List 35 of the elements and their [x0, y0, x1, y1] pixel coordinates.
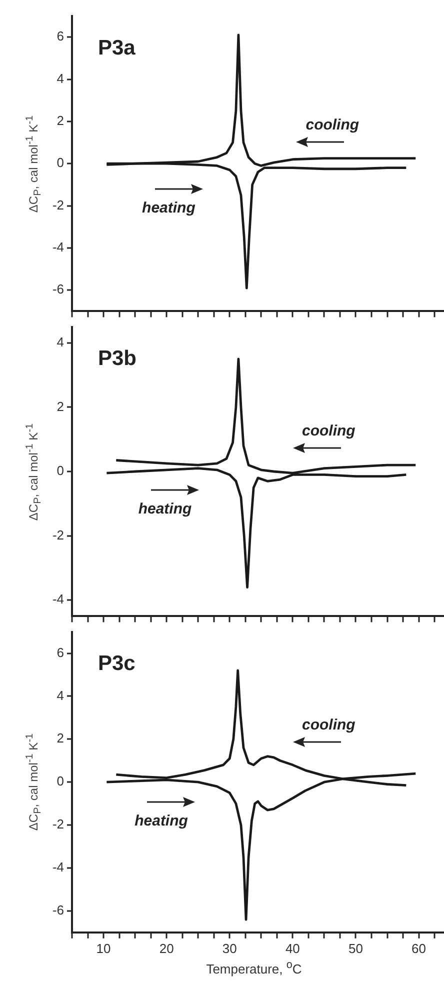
annotation: heating — [138, 500, 192, 518]
y-tick-label: -6 — [52, 282, 64, 297]
annotation: cooling — [302, 716, 356, 734]
x-axis-title: Temperature, $^{o}$C — [206, 959, 302, 977]
y-tick-label: 6 — [56, 644, 64, 660]
text: P3c — [98, 652, 136, 676]
annotation: cooling — [306, 116, 360, 134]
y-tick-label: -4 — [52, 592, 64, 607]
y-tick-label: 0 — [56, 774, 64, 789]
y-tick-label: -2 — [52, 197, 64, 212]
x-tick-label: 40 — [285, 940, 300, 956]
x-tick-label: 10 — [96, 940, 111, 956]
y-tick-label: 2 — [56, 113, 64, 128]
y-tick-label: -4 — [52, 240, 64, 255]
y-tick-label: 4 — [56, 688, 64, 703]
y-tick-label: -6 — [52, 902, 64, 918]
y-tick-label: 2 — [56, 398, 64, 414]
x-tick-label: 30 — [222, 940, 237, 956]
x-tick-label: 20 — [159, 940, 174, 956]
y-tick-label: -2 — [52, 816, 64, 832]
x-tick-label: 60 — [412, 940, 426, 956]
x-tick-label: 50 — [348, 940, 363, 956]
y-tick-label: 4 — [56, 70, 64, 86]
y-tick-label: 2 — [56, 730, 64, 746]
text: P3b — [98, 347, 137, 370]
y-tick-label: 6 — [56, 28, 64, 44]
y-tick-label: -2 — [52, 527, 64, 542]
y-tick-label: 0 — [56, 463, 64, 478]
y-tick-label: 4 — [56, 334, 64, 350]
text: P3a — [98, 36, 136, 60]
annotation: cooling — [302, 422, 356, 440]
annotation: heating — [134, 812, 188, 830]
annotation: heating — [142, 199, 196, 216]
y-tick-label: -4 — [52, 860, 64, 875]
y-tick-label: 0 — [56, 155, 64, 170]
